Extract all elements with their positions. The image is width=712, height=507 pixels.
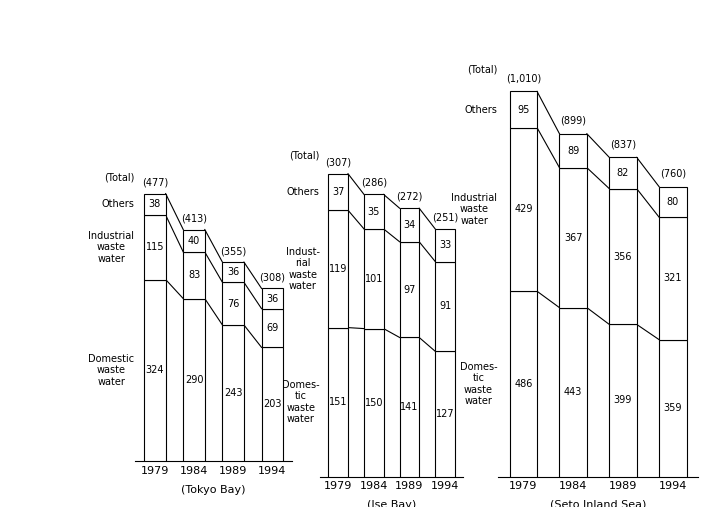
Text: Domes-
tic
waste
water: Domes- tic waste water	[460, 361, 498, 406]
Text: 359: 359	[664, 403, 682, 413]
Bar	[659, 217, 686, 340]
Text: Others: Others	[102, 199, 135, 209]
Text: 367: 367	[564, 233, 582, 243]
Bar	[144, 279, 166, 461]
Text: (286): (286)	[361, 178, 387, 188]
Bar	[560, 308, 587, 477]
Bar	[399, 242, 419, 338]
Bar	[560, 168, 587, 308]
X-axis label: (Tokyo Bay): (Tokyo Bay)	[182, 485, 246, 494]
Text: 150: 150	[365, 397, 383, 408]
Text: 203: 203	[263, 400, 281, 409]
Text: 36: 36	[227, 267, 239, 277]
Bar	[364, 329, 384, 477]
Bar	[510, 91, 537, 128]
Bar	[183, 252, 205, 299]
Text: 486: 486	[514, 379, 533, 389]
Text: 151: 151	[329, 397, 347, 407]
Text: 80: 80	[666, 197, 679, 207]
Text: (307): (307)	[325, 157, 351, 167]
Bar	[659, 340, 686, 477]
Text: Indust-
rial
waste
water: Indust- rial waste water	[286, 246, 320, 292]
Text: Domestic
waste
water: Domestic waste water	[88, 354, 135, 387]
Text: 37: 37	[332, 187, 345, 197]
Text: (1,010): (1,010)	[506, 74, 541, 84]
Text: 141: 141	[400, 402, 419, 412]
Bar	[183, 230, 205, 252]
Bar	[510, 128, 537, 291]
Text: Domes-
tic
waste
water: Domes- tic waste water	[282, 380, 320, 424]
Text: (Total): (Total)	[104, 173, 135, 183]
Bar	[435, 262, 455, 351]
Text: 321: 321	[664, 273, 682, 283]
Bar	[222, 282, 244, 325]
Bar	[261, 347, 283, 461]
Bar	[435, 351, 455, 477]
Text: (899): (899)	[560, 116, 586, 126]
Bar	[328, 174, 348, 210]
Bar	[261, 288, 283, 309]
Bar	[560, 134, 587, 168]
Text: 399: 399	[614, 395, 632, 406]
Text: (355): (355)	[220, 246, 246, 257]
Text: 91: 91	[439, 301, 451, 311]
Text: 76: 76	[227, 299, 239, 309]
Text: 36: 36	[266, 294, 278, 304]
Text: Others: Others	[287, 187, 320, 197]
Text: 95: 95	[517, 104, 530, 115]
Text: 101: 101	[365, 274, 383, 284]
Text: 40: 40	[188, 236, 200, 246]
Bar	[144, 194, 166, 215]
Bar	[144, 215, 166, 279]
Text: 89: 89	[567, 146, 580, 156]
Text: 97: 97	[403, 284, 416, 295]
Text: Others: Others	[464, 104, 498, 115]
Bar	[328, 328, 348, 477]
Bar	[222, 325, 244, 461]
Text: 83: 83	[188, 270, 200, 280]
Text: 119: 119	[329, 264, 347, 274]
Text: 243: 243	[224, 388, 242, 398]
Text: 34: 34	[403, 220, 416, 230]
Text: 69: 69	[266, 323, 278, 333]
Bar	[328, 210, 348, 328]
Text: Industrial
waste
water: Industrial waste water	[88, 231, 135, 264]
Text: (251): (251)	[432, 212, 458, 223]
X-axis label: (Ise Bay): (Ise Bay)	[367, 500, 417, 507]
Text: (837): (837)	[610, 139, 636, 150]
X-axis label: (Seto Inland Sea): (Seto Inland Sea)	[550, 500, 646, 507]
Bar	[183, 299, 205, 461]
Text: (Total): (Total)	[467, 65, 498, 75]
Text: (272): (272)	[396, 192, 423, 202]
Text: (413): (413)	[181, 214, 207, 224]
Text: Industrial
waste
water: Industrial waste water	[451, 193, 498, 226]
Text: 115: 115	[146, 242, 164, 252]
Bar	[364, 194, 384, 229]
Text: 127: 127	[436, 409, 454, 419]
Text: 35: 35	[367, 207, 380, 216]
Text: 33: 33	[439, 240, 451, 250]
Text: 324: 324	[146, 366, 164, 376]
Text: (308): (308)	[259, 273, 286, 283]
Bar	[609, 189, 637, 324]
Text: 443: 443	[564, 387, 582, 397]
Text: (760): (760)	[660, 169, 686, 179]
Text: (Total): (Total)	[289, 151, 320, 160]
Text: 290: 290	[185, 375, 203, 385]
Bar	[609, 157, 637, 189]
Text: 429: 429	[514, 204, 533, 214]
Text: 82: 82	[617, 168, 629, 178]
Bar	[399, 208, 419, 242]
Bar	[261, 309, 283, 347]
Text: (477): (477)	[142, 178, 168, 188]
Bar	[222, 262, 244, 282]
Bar	[609, 324, 637, 477]
Bar	[399, 338, 419, 477]
Bar	[510, 291, 537, 477]
Bar	[435, 229, 455, 262]
Bar	[364, 229, 384, 329]
Text: 38: 38	[149, 199, 161, 209]
Bar	[659, 187, 686, 217]
Text: 356: 356	[614, 251, 632, 262]
